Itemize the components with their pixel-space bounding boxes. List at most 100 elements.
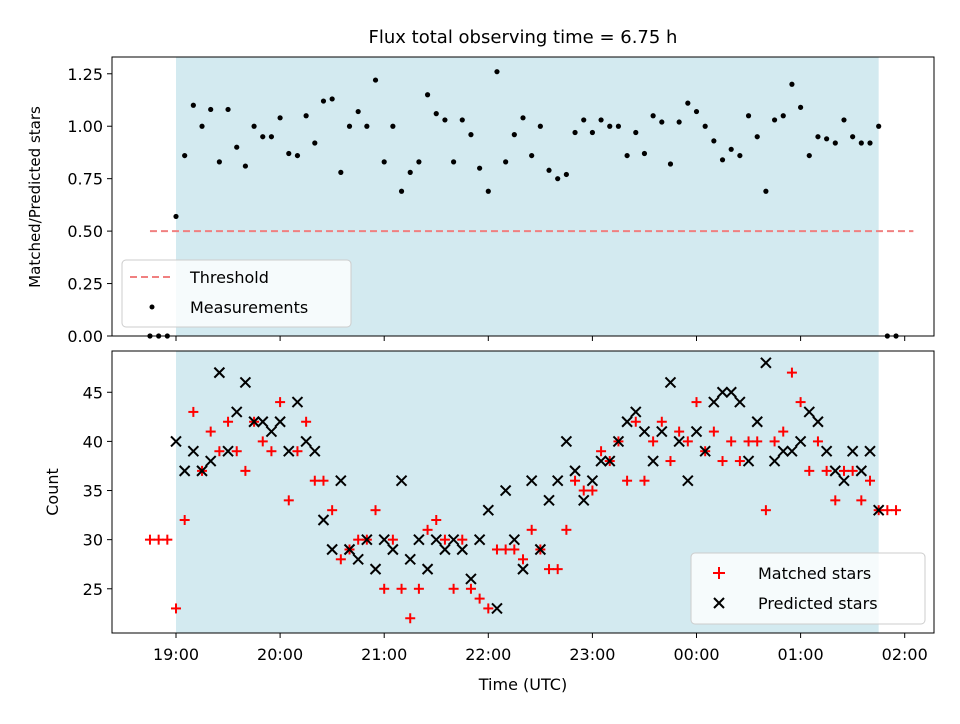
predicted-star-point (482, 504, 495, 516)
predicted-star-point (300, 435, 312, 448)
matched-star-point (240, 465, 251, 476)
y-tick-label: 35 (83, 482, 103, 501)
predicted-star-point (196, 465, 208, 477)
matched-star-point (786, 367, 797, 378)
predicted-star-point (794, 435, 807, 448)
y-tick-label: 1.00 (67, 117, 103, 136)
predicted-star-point (734, 396, 746, 408)
matched-star-point (752, 436, 763, 447)
matched-star-point (370, 505, 381, 516)
measurement-point (728, 146, 734, 152)
matched-star-point (465, 583, 476, 594)
measurement-point (398, 188, 405, 194)
measurement-point (806, 152, 812, 159)
predicted-star-point (820, 445, 833, 457)
predicted-star-point (647, 455, 659, 467)
measurement-point (780, 113, 786, 119)
predicted-star-point (812, 416, 824, 428)
measurement-point (477, 165, 483, 171)
matched-star-point (413, 583, 424, 594)
predicted-star-point (803, 406, 815, 418)
measurement-point (372, 77, 379, 83)
matched-star-point (327, 505, 338, 516)
matched-star-point (405, 613, 416, 624)
measurement-point (624, 152, 630, 159)
predicted-star-point (326, 543, 338, 556)
measurement-point (529, 152, 535, 159)
predicted-star-point (543, 494, 555, 507)
matched-star-point (726, 436, 737, 447)
y-tick-label: 30 (83, 531, 103, 550)
measurement-point (433, 111, 439, 117)
predicted-star-point (170, 435, 182, 448)
matched-star-point (457, 534, 468, 545)
measurement-point (737, 152, 743, 159)
measurement-point (667, 161, 674, 167)
legend-matched-label: Matched stars (758, 564, 871, 583)
matched-star-point (431, 515, 442, 526)
predicted-star-point (699, 445, 711, 457)
predicted-star-point (257, 416, 269, 428)
matched-star-point (275, 397, 286, 408)
measurement-point (355, 108, 361, 115)
predicted-star-point (855, 465, 868, 477)
x-tick-label: 00:00 (673, 645, 719, 664)
predicted-star-point (239, 376, 252, 389)
matched-star-point (570, 475, 581, 486)
bottom-axes-frame (111, 350, 935, 634)
predicted-star-point (213, 366, 226, 379)
measurement-point (451, 159, 457, 165)
predicted-star-point (682, 474, 694, 487)
predicted-star-point (317, 514, 330, 526)
predicted-star-point (187, 445, 200, 457)
matched-star-point (596, 446, 607, 457)
measurement-point (268, 134, 275, 140)
measurement-point (581, 117, 587, 123)
measurement-point (563, 171, 569, 178)
x-tick-label: 01:00 (778, 645, 824, 664)
predicted-star-point (439, 543, 451, 556)
matched-star-point (544, 564, 555, 575)
matched-star-point (743, 436, 754, 447)
predicted-star-point (560, 435, 573, 448)
bottom-plot-area (144, 357, 902, 624)
matched-star-point (622, 475, 633, 486)
matched-star-point (865, 475, 875, 486)
measurement-point (294, 152, 301, 159)
matched-star-point (838, 465, 849, 476)
matched-star-point (639, 475, 650, 486)
matched-star-point (665, 456, 676, 467)
matched-star-point (509, 544, 520, 555)
measurement-point (633, 129, 639, 136)
predicted-star-point (595, 455, 607, 467)
measurement-point (364, 123, 370, 129)
matched-star-point (153, 534, 164, 545)
measurement-point (745, 113, 752, 119)
measurement-point (841, 117, 847, 123)
predicted-star-point (421, 563, 434, 575)
predicted-star-point (864, 445, 876, 457)
matched-star-point (847, 465, 858, 476)
measurement-point (442, 117, 448, 123)
predicted-star-point (630, 406, 642, 418)
measurement-point (702, 123, 708, 129)
measurement-point (234, 144, 240, 150)
predicted-star-point (708, 396, 720, 408)
predicted-star-point (760, 357, 772, 369)
y-tick-label: 0.75 (67, 170, 103, 189)
legend-matched-swatch (713, 567, 725, 579)
top-x-ticks (175, 336, 906, 341)
measurement-point (407, 169, 413, 175)
matched-star-point (188, 406, 199, 417)
measurement-point (876, 123, 882, 129)
legend-measurements-swatch (149, 304, 155, 310)
predicted-star-point (656, 425, 668, 438)
matched-star-point (812, 436, 823, 447)
predicted-star-point (768, 455, 781, 467)
predicted-star-point (586, 474, 599, 487)
matched-star-point (691, 397, 702, 408)
measurement-point (598, 117, 604, 123)
matched-star-point (144, 534, 155, 545)
measurement-point (260, 134, 266, 140)
matched-star-point (561, 524, 572, 535)
